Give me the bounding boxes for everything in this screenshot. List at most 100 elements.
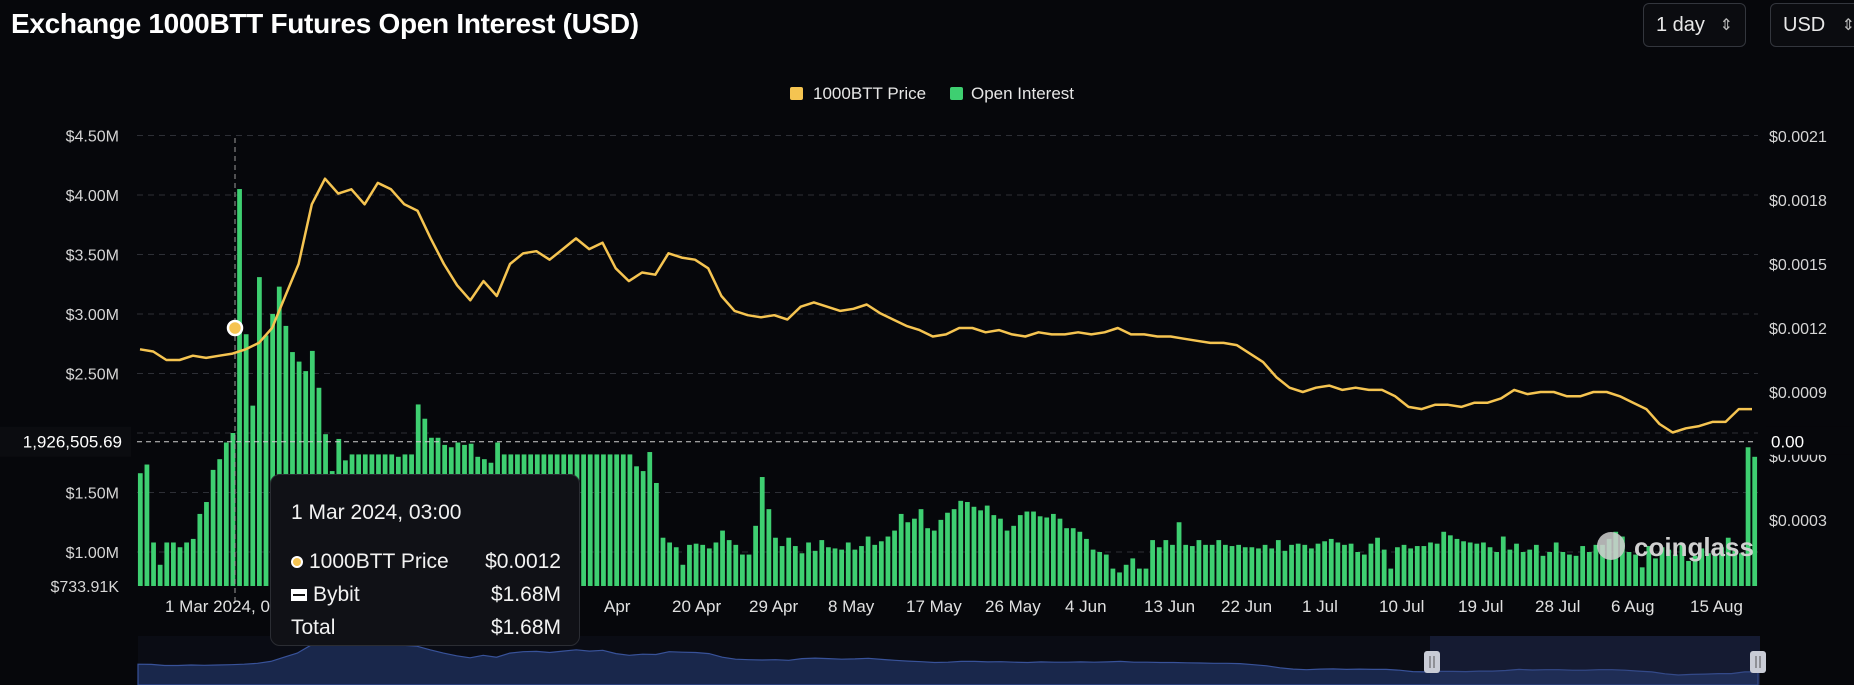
coinglass-logo-icon [1597,532,1625,560]
x-tick-label: 6 Aug [1611,597,1655,616]
open-interest-bar [1481,542,1486,586]
open-interest-bar [1381,549,1387,586]
y-left-tick-label: $4.50M [66,129,119,146]
open-interest-bar [1236,544,1241,586]
currency-select[interactable]: USD ⇕ [1770,3,1854,47]
open-interest-bar [1732,550,1738,586]
y-right-tick-label: $0.0021 [1769,129,1827,146]
y-left-tick-label: $2.50M [66,367,119,384]
open-interest-bar [931,530,937,586]
open-interest-bar [601,454,606,586]
y-right-tick-label: $0.0012 [1769,321,1827,338]
open-interest-bar [1262,544,1268,586]
open-interest-bar [1103,554,1109,586]
navigator-handle [1750,651,1766,673]
interval-select[interactable]: 1 day ⇕ [1643,3,1746,47]
open-interest-bar [1322,541,1328,586]
open-interest-bar [720,530,725,586]
y-left-tick-label: $4.00M [66,188,119,205]
x-tick-label: 1 Mar 2024, 0 [165,597,270,616]
crosshair-right-label: 0.00 [1771,433,1804,452]
open-interest-bar [812,550,818,586]
open-interest-bar [1077,531,1083,586]
open-interest-bar [753,525,758,586]
open-interest-bar [1421,546,1427,586]
open-interest-bar [1646,546,1652,586]
open-interest-bar [594,454,600,586]
open-interest-bar [1196,540,1202,586]
open-interest-bar [1553,542,1559,586]
y-right-tick-label: $0.0003 [1769,513,1827,530]
open-interest-bar [819,540,825,586]
open-interest-bar [1500,536,1506,586]
open-interest-bar [204,502,209,586]
open-interest-bar [1295,543,1301,586]
open-interest-bar [263,335,269,586]
open-interest-bar [1342,544,1347,586]
open-interest-bar [806,542,811,586]
open-interest-bar [627,454,633,586]
crosshair-price-point [226,319,244,337]
open-interest-bar [309,350,315,586]
open-interest-bar [217,459,223,586]
open-interest-bar [726,540,732,586]
y-left-tick-label: $1.00M [66,545,119,562]
open-interest-bar [905,522,911,586]
open-interest-bar [1527,549,1533,586]
open-interest-bar [1434,543,1440,586]
open-interest-bar [1626,552,1632,586]
open-interest-bar [1454,538,1460,586]
open-interest-bar [614,454,620,586]
x-tick-label: 4 Jun [1065,597,1107,616]
open-interest-bar [1130,558,1136,586]
open-interest-bar [1520,552,1526,586]
open-interest-bar [223,442,229,586]
open-interest-bar [276,286,282,586]
open-interest-bar [859,546,864,586]
open-interest-bar [1302,544,1308,586]
open-interest-bar [1057,518,1063,586]
open-interest-bar [1401,544,1407,586]
watermark-text: coinglass [1634,532,1754,562]
open-interest-bar [1170,544,1175,586]
chart-tooltip: 1 Mar 2024, 03:00 1000BTT Price $0.0012 … [270,474,580,646]
open-interest-bar [1150,540,1155,586]
open-interest-bar [1514,543,1519,586]
open-interest-bar [1679,544,1685,586]
open-interest-bar [925,528,931,586]
open-interest-bar [1672,554,1678,586]
open-interest-bar [184,542,189,586]
chevron-updown-icon: ⇕ [1719,17,1733,34]
open-interest-bar [197,513,203,586]
open-interest-bar [786,537,792,586]
y-left-tick-label: $3.00M [66,307,119,324]
open-interest-bar [1064,528,1069,586]
open-interest-bar [660,537,666,586]
open-interest-bar [270,314,276,586]
tooltip-bybit-label: Bybit [313,583,360,606]
open-interest-bar [918,509,924,586]
price-line [139,177,1752,434]
open-interest-bar [210,469,216,586]
navigator-selection [1430,636,1760,685]
open-interest-bar [1686,560,1691,586]
open-interest-bar [1573,555,1579,586]
open-interest-bar [1256,548,1261,586]
open-interest-bar [581,454,586,586]
open-interest-bar [680,564,686,586]
open-interest-bar [1666,549,1672,586]
crosshair-left-label-bg [0,426,131,457]
x-tick-label: 29 Apr [749,597,798,616]
x-tick-label: 19 Jul [1458,597,1503,616]
open-interest-bar [766,509,772,586]
open-interest-bar [1639,567,1645,586]
open-interest-bar [1084,538,1089,586]
open-interest-bar [1275,540,1281,586]
open-interest-bar [700,544,706,586]
open-interest-bar [1117,572,1122,586]
open-interest-bar [1467,542,1473,586]
open-interest-bar [1176,522,1182,586]
open-interest-bar [826,547,831,586]
open-interest-bar [177,547,183,586]
open-interest-bar [1309,548,1314,586]
